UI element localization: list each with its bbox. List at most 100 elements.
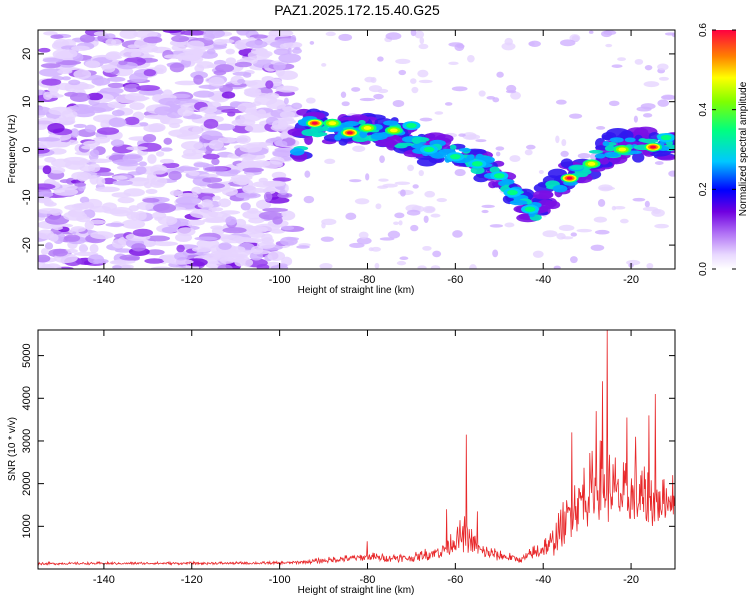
heatmap-noise-cell: [396, 260, 407, 266]
heatmap-noise-cell: [382, 183, 398, 188]
heatmap-noise-cell: [226, 249, 251, 257]
heatmap-noise-cell: [430, 213, 441, 218]
heatmap-ridge-cell: [338, 138, 348, 146]
heatmap-noise-cell: [424, 206, 435, 212]
heatmap-ridge-cell: [343, 120, 360, 127]
heatmap-noise-cell: [154, 106, 174, 116]
heatmap-noise-cell: [201, 130, 223, 141]
heatmap-noise-cell: [217, 137, 237, 144]
heatmap-noise-cell: [203, 30, 226, 39]
heatmap-noise-cell: [119, 48, 142, 58]
heatmap-noise-cell: [269, 156, 285, 165]
heatmap-noise-cell: [576, 228, 593, 233]
heatmap-noise-cell: [430, 265, 441, 269]
heatmap-noise-cell: [225, 48, 235, 55]
heatmap-noise-cell: [42, 57, 64, 63]
heatmap-noise-cell: [204, 112, 217, 119]
heatmap-hotspot: [449, 153, 461, 160]
heatmap-noise-cell: [174, 251, 188, 261]
heatmap-ridge-cell: [509, 199, 528, 206]
heatmap-noise-cell: [70, 226, 86, 233]
heatmap-noise-cell: [658, 76, 669, 81]
heatmap-noise-cell: [605, 43, 613, 48]
heatmap-noise-cell: [112, 180, 133, 186]
heatmap-noise-cell: [76, 215, 91, 223]
heatmap-noise-cell: [177, 106, 194, 117]
heatmap-noise-cell: [159, 158, 175, 164]
heatmap-noise-cell: [44, 156, 57, 163]
heatmap-ridge-cell: [301, 128, 319, 137]
heatmap-noise-cell: [646, 263, 654, 269]
heatmap-noise-cell: [324, 158, 336, 165]
heatmap-noise-cell: [418, 170, 424, 177]
figure-title: PAZ1.2025.172.15.40.G25: [274, 2, 440, 18]
heatmap-ridge-cell: [588, 149, 604, 154]
spectrogram-xlabel: Height of straight line (km): [298, 285, 415, 296]
heatmap-noise-cell: [206, 48, 216, 55]
heatmap-noise-cell: [143, 114, 168, 119]
heatmap-noise-cell: [283, 97, 289, 105]
heatmap-noise-cell: [184, 49, 204, 58]
heatmap-noise-cell: [91, 77, 111, 86]
heatmap-noise-cell: [410, 78, 417, 84]
heatmap-noise-cell: [351, 87, 361, 92]
heatmap-noise-cell: [377, 56, 384, 62]
heatmap-noise-cell: [119, 254, 141, 261]
heatmap-noise-cell: [104, 33, 116, 39]
heatmap-noise-cell: [202, 153, 220, 160]
colorbar-tick-label: 0.4: [698, 102, 709, 116]
x-tick-label: -80: [360, 574, 376, 586]
heatmap-noise-cell: [176, 244, 185, 253]
heatmap-noise-cell: [78, 243, 88, 254]
heatmap-noise-cell: [202, 177, 223, 183]
heatmap-noise-cell: [246, 225, 269, 234]
heatmap-noise-cell: [358, 231, 369, 239]
heatmap-noise-cell: [208, 139, 224, 150]
heatmap-hotspot: [346, 131, 353, 135]
heatmap-noise-cell: [129, 72, 148, 83]
heatmap-ridge-cell: [604, 151, 621, 158]
heatmap-noise-cell: [221, 187, 238, 196]
heatmap-noise-cell: [72, 104, 89, 111]
heatmap-noise-cell: [96, 172, 115, 177]
heatmap-noise-cell: [452, 230, 463, 238]
heatmap-noise-cell: [52, 248, 68, 257]
heatmap-noise-cell: [87, 92, 104, 101]
heatmap-noise-cell: [73, 69, 92, 80]
heatmap-noise-cell: [394, 212, 405, 219]
heatmap-noise-cell: [50, 34, 64, 39]
heatmap-noise-cell: [217, 264, 233, 269]
heatmap-noise-cell: [239, 113, 262, 122]
heatmap-noise-cell: [69, 128, 80, 138]
heatmap-noise-cell: [215, 123, 236, 131]
heatmap-noise-cell: [525, 144, 536, 150]
heatmap-noise-cell: [193, 90, 215, 98]
x-tick-label: -40: [535, 574, 551, 586]
heatmap-noise-cell: [395, 58, 411, 64]
heatmap-noise-cell: [51, 142, 71, 147]
heatmap-noise-cell: [38, 47, 51, 53]
heatmap-noise-cell: [410, 30, 417, 37]
heatmap-noise-cell: [467, 54, 475, 63]
heatmap-noise-cell: [242, 184, 257, 194]
heatmap-noise-cell: [251, 160, 271, 168]
heatmap-noise-cell: [87, 254, 105, 265]
heatmap-noise-cell: [73, 123, 87, 128]
heatmap-noise-cell: [264, 92, 280, 100]
heatmap-noise-cell: [590, 244, 605, 251]
heatmap-noise-cell: [501, 42, 516, 51]
heatmap-noise-cell: [407, 164, 415, 172]
heatmap-noise-cell: [276, 263, 288, 268]
heatmap-noise-cell: [131, 243, 146, 252]
heatmap-noise-cell: [79, 196, 90, 204]
heatmap-noise-cell: [175, 196, 202, 206]
heatmap-noise-cell: [509, 155, 521, 162]
heatmap-noise-cell: [150, 266, 173, 269]
heatmap-noise-cell: [424, 190, 436, 198]
heatmap-noise-cell: [560, 39, 576, 47]
heatmap-noise-cell: [143, 124, 164, 133]
heatmap-noise-cell: [174, 80, 199, 86]
heatmap-ridge-cell: [358, 120, 366, 125]
